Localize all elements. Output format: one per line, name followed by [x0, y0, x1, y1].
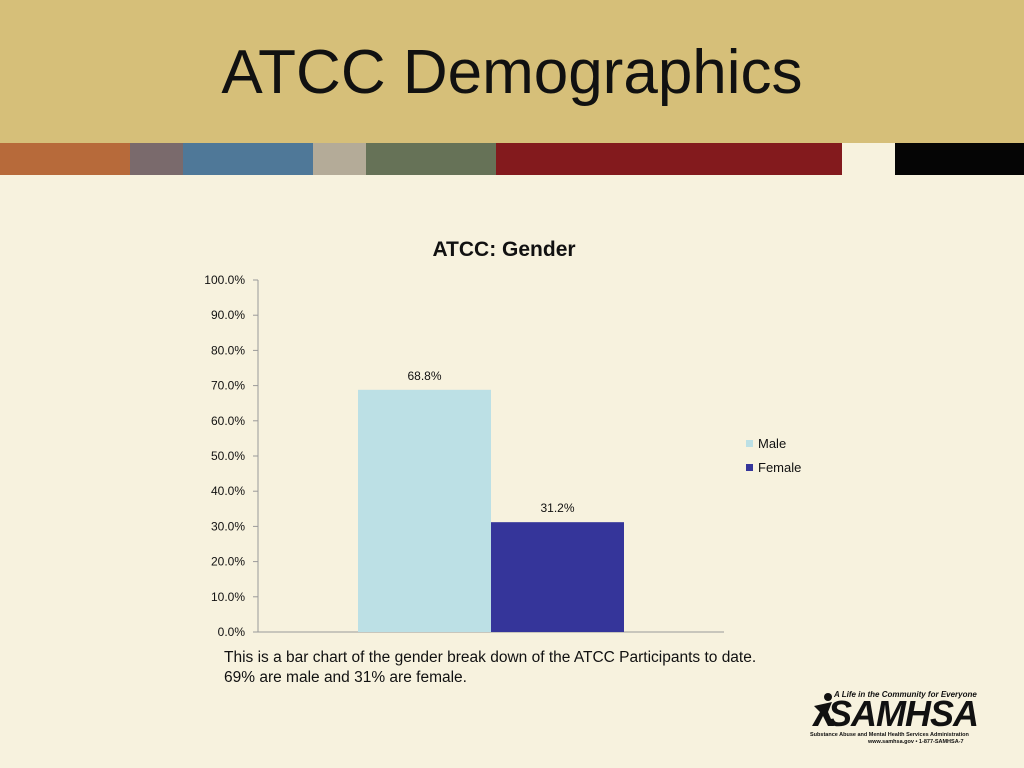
y-tick-label: 80.0% [211, 343, 245, 357]
logo-contact: www.samhsa.gov • 1-877-SAMHSA-7 [868, 739, 964, 745]
y-tick-label: 10.0% [211, 590, 245, 604]
stripe-block [496, 143, 842, 175]
caption-line: This is a bar chart of the gender break … [224, 649, 757, 666]
caption-line: 69% are male and 31% are female. [224, 669, 467, 686]
stripe-block [366, 143, 496, 175]
stripe-block [0, 143, 130, 175]
bar-male [358, 389, 491, 632]
legend-swatch-female [746, 464, 753, 471]
legend-swatch-male [746, 440, 753, 447]
y-tick-label: 50.0% [211, 449, 245, 463]
title-banner: ATCC Demographics [0, 0, 1024, 143]
chart-caption: This is a bar chart of the gender break … [224, 648, 844, 688]
stripe-block [895, 143, 1024, 175]
bar-data-label: 68.8% [407, 369, 441, 383]
logo-wordmark: SAMHSA [828, 693, 979, 734]
logo-tagline: A Life in the Community for Everyone [834, 690, 977, 699]
stripe-block [842, 143, 895, 175]
y-tick-label: 100.0% [204, 273, 245, 287]
logo-subtitle: Substance Abuse and Mental Health Servic… [810, 732, 969, 738]
chart-title: ATCC: Gender [432, 238, 575, 261]
samhsa-logo: A Life in the Community for Everyone SAM… [806, 688, 979, 752]
color-stripe [0, 143, 1024, 175]
stripe-block [313, 143, 366, 175]
y-tick-label: 30.0% [211, 519, 245, 533]
bar-female [491, 522, 624, 632]
y-tick-label: 90.0% [211, 308, 245, 322]
stripe-block [130, 143, 183, 175]
bar-data-label: 31.2% [540, 501, 574, 515]
slide-title: ATCC Demographics [221, 38, 803, 107]
y-tick-label: 60.0% [211, 414, 245, 428]
y-tick-label: 40.0% [211, 484, 245, 498]
y-tick-label: 0.0% [218, 625, 246, 639]
y-tick-label: 70.0% [211, 379, 245, 393]
stripe-block [183, 143, 313, 175]
bars: 68.8% 31.2% [358, 369, 624, 632]
legend-label-female: Female [758, 460, 801, 475]
legend-label-male: Male [758, 436, 786, 451]
chart-legend: Male Female [746, 436, 801, 475]
y-axis-ticks: 0.0% 10.0% 20.0% 30.0% 40.0% 50.0% 60.0% 70.0% 8… [204, 273, 258, 639]
person-figure-icon [812, 693, 834, 726]
y-tick-label: 20.0% [211, 555, 245, 569]
